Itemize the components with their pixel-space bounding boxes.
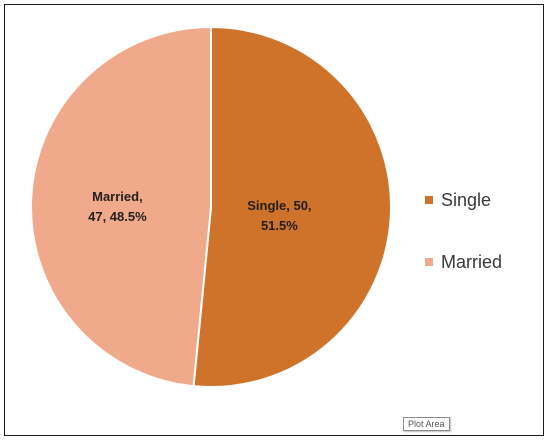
chart-area[interactable]: Single, 50, 51.5% Married, 47, 48.5% Single… <box>4 4 544 436</box>
legend-item-single[interactable]: Single <box>425 183 502 217</box>
legend-swatch-single <box>425 196 433 204</box>
pie-chart[interactable]: Single, 50, 51.5% Married, 47, 48.5% <box>5 5 545 437</box>
legend-label-married: Married <box>441 251 503 272</box>
data-label-married: Married, 47, 48.5% <box>88 189 147 224</box>
legend-item-married[interactable]: Married <box>425 245 502 279</box>
legend-swatch-married <box>425 258 433 266</box>
legend[interactable]: Single Married <box>425 183 502 307</box>
legend-label-single: Single <box>441 189 492 210</box>
data-label-single: Single, 50, 51.5% <box>247 198 311 233</box>
pie-slice-married[interactable] <box>30 25 212 388</box>
plot-area-tooltip: Plot Area <box>403 417 450 431</box>
pie-slice-single[interactable] <box>192 25 392 388</box>
